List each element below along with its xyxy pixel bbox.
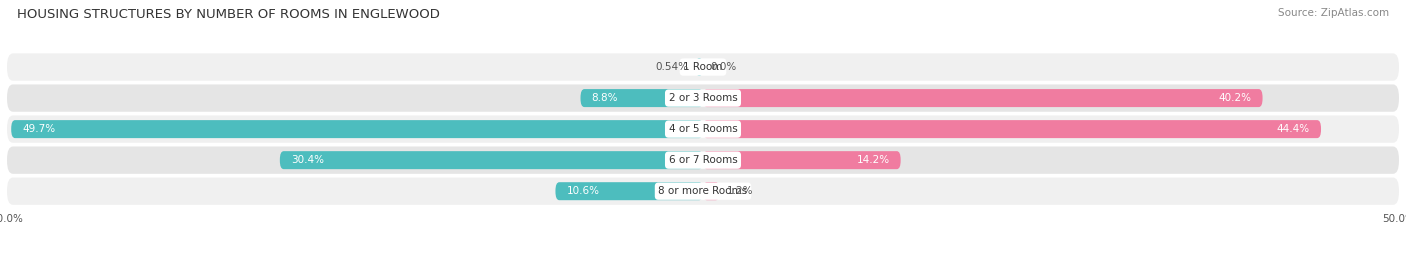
FancyBboxPatch shape	[696, 58, 703, 76]
FancyBboxPatch shape	[7, 178, 1399, 205]
FancyBboxPatch shape	[555, 182, 703, 200]
Text: 49.7%: 49.7%	[22, 124, 55, 134]
Text: 30.4%: 30.4%	[291, 155, 323, 165]
FancyBboxPatch shape	[7, 53, 1399, 81]
Text: 10.6%: 10.6%	[567, 186, 599, 196]
Text: 0.54%: 0.54%	[655, 62, 689, 72]
Text: Source: ZipAtlas.com: Source: ZipAtlas.com	[1278, 8, 1389, 18]
Text: 4 or 5 Rooms: 4 or 5 Rooms	[669, 124, 737, 134]
Text: 44.4%: 44.4%	[1277, 124, 1310, 134]
FancyBboxPatch shape	[581, 89, 703, 107]
Text: HOUSING STRUCTURES BY NUMBER OF ROOMS IN ENGLEWOOD: HOUSING STRUCTURES BY NUMBER OF ROOMS IN…	[17, 8, 440, 21]
FancyBboxPatch shape	[703, 182, 720, 200]
Text: 6 or 7 Rooms: 6 or 7 Rooms	[669, 155, 737, 165]
FancyBboxPatch shape	[7, 84, 1399, 112]
Text: 8 or more Rooms: 8 or more Rooms	[658, 186, 748, 196]
FancyBboxPatch shape	[7, 115, 1399, 143]
FancyBboxPatch shape	[11, 120, 703, 138]
Text: 1.2%: 1.2%	[727, 186, 754, 196]
FancyBboxPatch shape	[703, 151, 901, 169]
FancyBboxPatch shape	[703, 89, 1263, 107]
FancyBboxPatch shape	[280, 151, 703, 169]
Text: 0.0%: 0.0%	[710, 62, 737, 72]
Text: 1 Room: 1 Room	[683, 62, 723, 72]
Text: 2 or 3 Rooms: 2 or 3 Rooms	[669, 93, 737, 103]
FancyBboxPatch shape	[703, 120, 1322, 138]
FancyBboxPatch shape	[7, 147, 1399, 174]
Text: 8.8%: 8.8%	[592, 93, 619, 103]
Text: 40.2%: 40.2%	[1219, 93, 1251, 103]
Text: 14.2%: 14.2%	[856, 155, 890, 165]
